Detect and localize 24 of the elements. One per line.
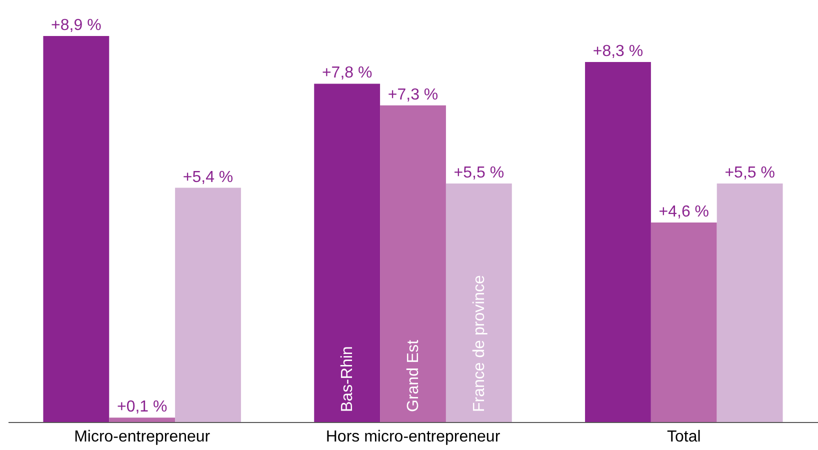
data-label: +8,9 % <box>51 17 102 34</box>
series-label: Grand Est <box>405 339 422 412</box>
bar <box>585 62 651 422</box>
bar <box>109 418 176 422</box>
data-label: +4,6 % <box>658 203 710 220</box>
bar <box>650 222 717 422</box>
x-tick-label: Hors micro-entrepreneur <box>326 428 501 446</box>
data-label: +7,3 % <box>388 86 438 104</box>
x-tick-label: Total <box>667 428 701 446</box>
data-label: +7,8 % <box>322 64 372 82</box>
series-label: Bas-Rhin <box>339 346 356 412</box>
x-tick-label: Micro-entrepreneur <box>74 428 211 446</box>
bar <box>716 183 783 422</box>
data-label: +0,1 % <box>116 398 168 416</box>
data-label: +8,3 % <box>592 43 644 60</box>
data-label: +5,5 % <box>724 164 775 182</box>
data-label: +5,5 % <box>454 164 504 182</box>
bar <box>314 84 380 422</box>
data-label: +5,4 % <box>182 168 234 186</box>
bar <box>446 183 512 422</box>
bar <box>175 188 241 422</box>
series-label: France de province <box>470 274 488 412</box>
bar <box>380 105 446 422</box>
bar <box>43 36 110 422</box>
